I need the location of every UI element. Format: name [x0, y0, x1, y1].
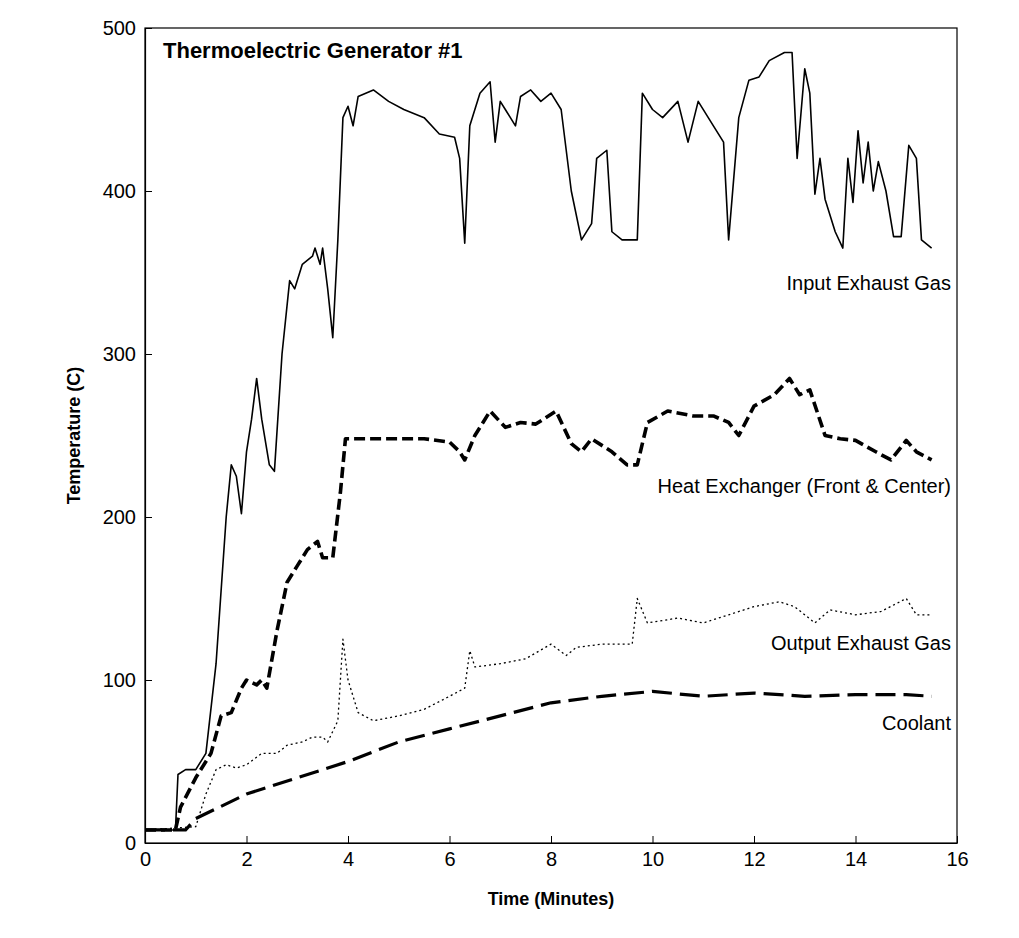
tick: 8 — [546, 836, 557, 870]
chart: 0 2 4 6 8 10 12 14 16 0 100 200 300 400 500 Input Exhau… — [0, 0, 1019, 938]
series-label: Coolant — [882, 712, 951, 734]
tick: 14 — [845, 836, 867, 870]
tick-mark — [145, 843, 152, 844]
lines — [145, 52, 932, 830]
tick-label: 400 — [103, 180, 136, 202]
tick-mark — [450, 836, 451, 843]
tick-mark — [145, 354, 152, 355]
series-line — [145, 378, 932, 830]
series-label: Heat Exchanger (Front & Center) — [658, 475, 951, 497]
tick-label: 200 — [103, 506, 136, 528]
tick-label: 0 — [140, 848, 151, 870]
tick: 4 — [343, 836, 354, 870]
tick-label: 0 — [125, 832, 136, 854]
tick-label: 6 — [444, 848, 455, 870]
series-line — [145, 691, 932, 830]
y-axis-title: Temperature (C) — [64, 367, 84, 505]
x-axis-title: Time (Minutes) — [488, 889, 615, 909]
tick-label: 10 — [642, 848, 664, 870]
tick-label: 4 — [343, 848, 354, 870]
axis-line — [146, 843, 958, 844]
tick-label: 14 — [845, 848, 867, 870]
tick-mark — [145, 28, 152, 29]
plot-frame — [145, 28, 957, 843]
tick: 10 — [642, 836, 664, 870]
tick-mark — [551, 836, 552, 843]
tick-label: 12 — [743, 848, 765, 870]
tick-mark — [957, 836, 958, 843]
y-axis: 0 100 200 300 400 500 — [103, 17, 152, 854]
x-axis: 0 2 4 6 8 10 12 14 16 — [140, 836, 969, 870]
tick-label: 100 — [103, 669, 136, 691]
tick: 100 — [103, 669, 152, 691]
tick: 500 — [103, 17, 152, 39]
tick-label: 16 — [946, 848, 968, 870]
chart-title: Thermoelectric Generator #1 — [163, 38, 463, 63]
plot: 0 2 4 6 8 10 12 14 16 0 100 200 300 400 500 Input Exhau… — [103, 17, 969, 870]
tick-label: 300 — [103, 343, 136, 365]
axis-line — [145, 29, 146, 844]
tick-label: 500 — [103, 17, 136, 39]
tick-label: 2 — [241, 848, 252, 870]
tick-mark — [653, 836, 654, 843]
tick: 300 — [103, 343, 152, 365]
tick: 16 — [946, 836, 968, 870]
tick: 0 — [125, 832, 152, 854]
tick: 12 — [743, 836, 765, 870]
tick: 400 — [103, 180, 152, 202]
tick-mark — [754, 836, 755, 843]
tick-mark — [145, 517, 152, 518]
series-label: Input Exhaust Gas — [786, 272, 951, 294]
series-line — [145, 52, 932, 830]
tick-mark — [145, 680, 152, 681]
series-label: Output Exhaust Gas — [771, 632, 951, 654]
tick: 6 — [444, 836, 455, 870]
tick-mark — [856, 836, 857, 843]
tick-mark — [145, 191, 152, 192]
tick-mark — [247, 836, 248, 843]
tick-mark — [348, 836, 349, 843]
tick: 2 — [241, 836, 252, 870]
tick: 200 — [103, 506, 152, 528]
tick-label: 8 — [546, 848, 557, 870]
